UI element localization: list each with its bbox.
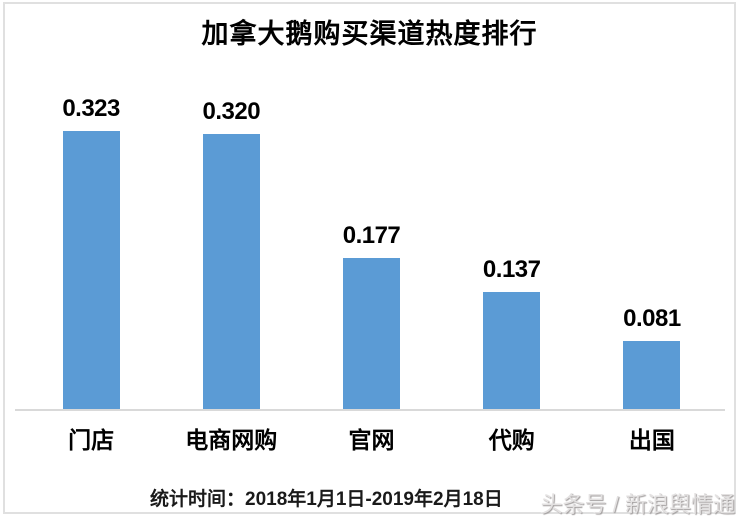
bar-value-label: 0.177 (342, 221, 401, 249)
bar-group: 0.323 (21, 56, 161, 411)
bar (623, 341, 681, 411)
bar (483, 292, 541, 411)
x-axis-line (15, 409, 725, 411)
plot-area: 0.323 0.320 0.177 0.137 0.081 (21, 56, 722, 411)
bar-group: 0.081 (582, 56, 722, 411)
bar (202, 134, 260, 411)
category-label: 电商网购 (185, 427, 278, 453)
category-label: 代购 (488, 427, 535, 453)
watermark-text: 头条号 / 新浪舆情通 (540, 492, 735, 517)
bar-group: 0.137 (442, 56, 582, 411)
bar-value-label: 0.137 (482, 255, 541, 283)
bar-value-label: 0.320 (202, 97, 261, 125)
bar-value-label: 0.323 (62, 94, 120, 122)
bar-group: 0.320 (161, 56, 301, 411)
category-label: 出国 (628, 427, 675, 453)
bar (343, 258, 400, 411)
bar-value-label: 0.081 (623, 304, 681, 332)
category-label: 官网 (348, 427, 395, 453)
bar-group: 0.177 (301, 56, 441, 411)
category-label: 门店 (68, 427, 115, 453)
stats-time-caption: 统计时间：2018年1月1日-2019年2月18日 (150, 489, 503, 510)
category-row: 门店 电商网购 官网 代购 出国 (21, 427, 722, 455)
chart-title: 加拿大鹅购买渠道热度排行 (201, 19, 538, 49)
bar (62, 131, 120, 411)
